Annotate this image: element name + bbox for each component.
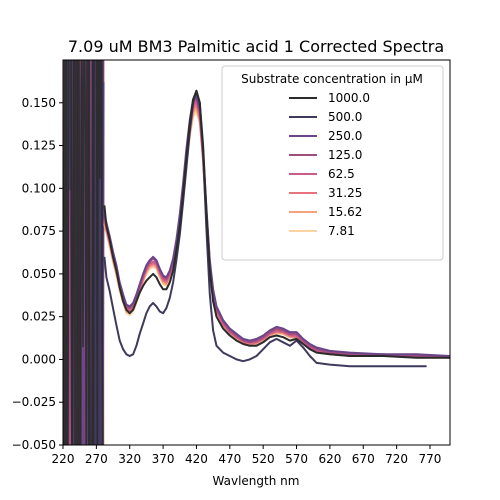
legend-label: 125.0 bbox=[328, 148, 362, 162]
x-tick-label: 220 bbox=[52, 452, 75, 466]
x-tick-label: 570 bbox=[285, 452, 308, 466]
legend-label: 62.5 bbox=[328, 167, 355, 181]
chart-title: 7.09 uM BM3 Palmitic acid 1 Corrected Sp… bbox=[68, 37, 444, 56]
x-tick-label: 520 bbox=[252, 452, 275, 466]
legend-box bbox=[221, 65, 444, 261]
x-tick-label: 670 bbox=[352, 452, 375, 466]
y-tick-label: −0.025 bbox=[12, 395, 56, 409]
x-axis-label: Wavlength nm bbox=[213, 474, 300, 488]
y-tick-label: 0.000 bbox=[22, 352, 56, 366]
x-tick-label: 370 bbox=[152, 452, 175, 466]
y-tick-label: 0.025 bbox=[22, 310, 56, 324]
y-tick-label: 0.100 bbox=[22, 181, 56, 195]
series-line-1000.0 bbox=[103, 89, 450, 359]
y-tick-label: 0.125 bbox=[22, 139, 56, 153]
low-wavelength-noise bbox=[63, 60, 105, 445]
legend-label: 7.81 bbox=[328, 224, 355, 238]
y-tick-label: 0.075 bbox=[22, 224, 56, 238]
x-tick-label: 720 bbox=[385, 452, 408, 466]
legend-label: 500.0 bbox=[328, 110, 362, 124]
legend-title: Substrate concentration in μM bbox=[241, 72, 423, 86]
y-tick-label: 0.050 bbox=[22, 267, 56, 281]
y-axis: −0.050 −0.025 0.000 0.025 0.050 0.075 0.100 0.1… bbox=[12, 96, 63, 452]
legend-label: 31.25 bbox=[328, 186, 362, 200]
legend-label: 15.62 bbox=[328, 205, 362, 219]
legend-label: 250.0 bbox=[328, 129, 362, 143]
x-tick-label: 470 bbox=[218, 452, 241, 466]
series-lines bbox=[103, 89, 450, 368]
x-tick-label: 420 bbox=[185, 452, 208, 466]
x-axis: 220 270 320 370 420 470 520 570 620 670 720 770 bbox=[52, 445, 442, 466]
legend-label: 1000.0 bbox=[328, 91, 370, 105]
x-tick-label: 320 bbox=[118, 452, 141, 466]
x-tick-label: 620 bbox=[318, 452, 341, 466]
y-tick-label: −0.050 bbox=[12, 438, 56, 452]
y-tick-label: 0.150 bbox=[22, 96, 56, 110]
legend: Substrate concentration in μM 1000.0 500.… bbox=[221, 65, 444, 261]
x-tick-label: 770 bbox=[419, 452, 442, 466]
noise-line bbox=[63, 60, 104, 445]
plot-frame bbox=[62, 59, 451, 446]
x-tick-label: 270 bbox=[85, 452, 108, 466]
